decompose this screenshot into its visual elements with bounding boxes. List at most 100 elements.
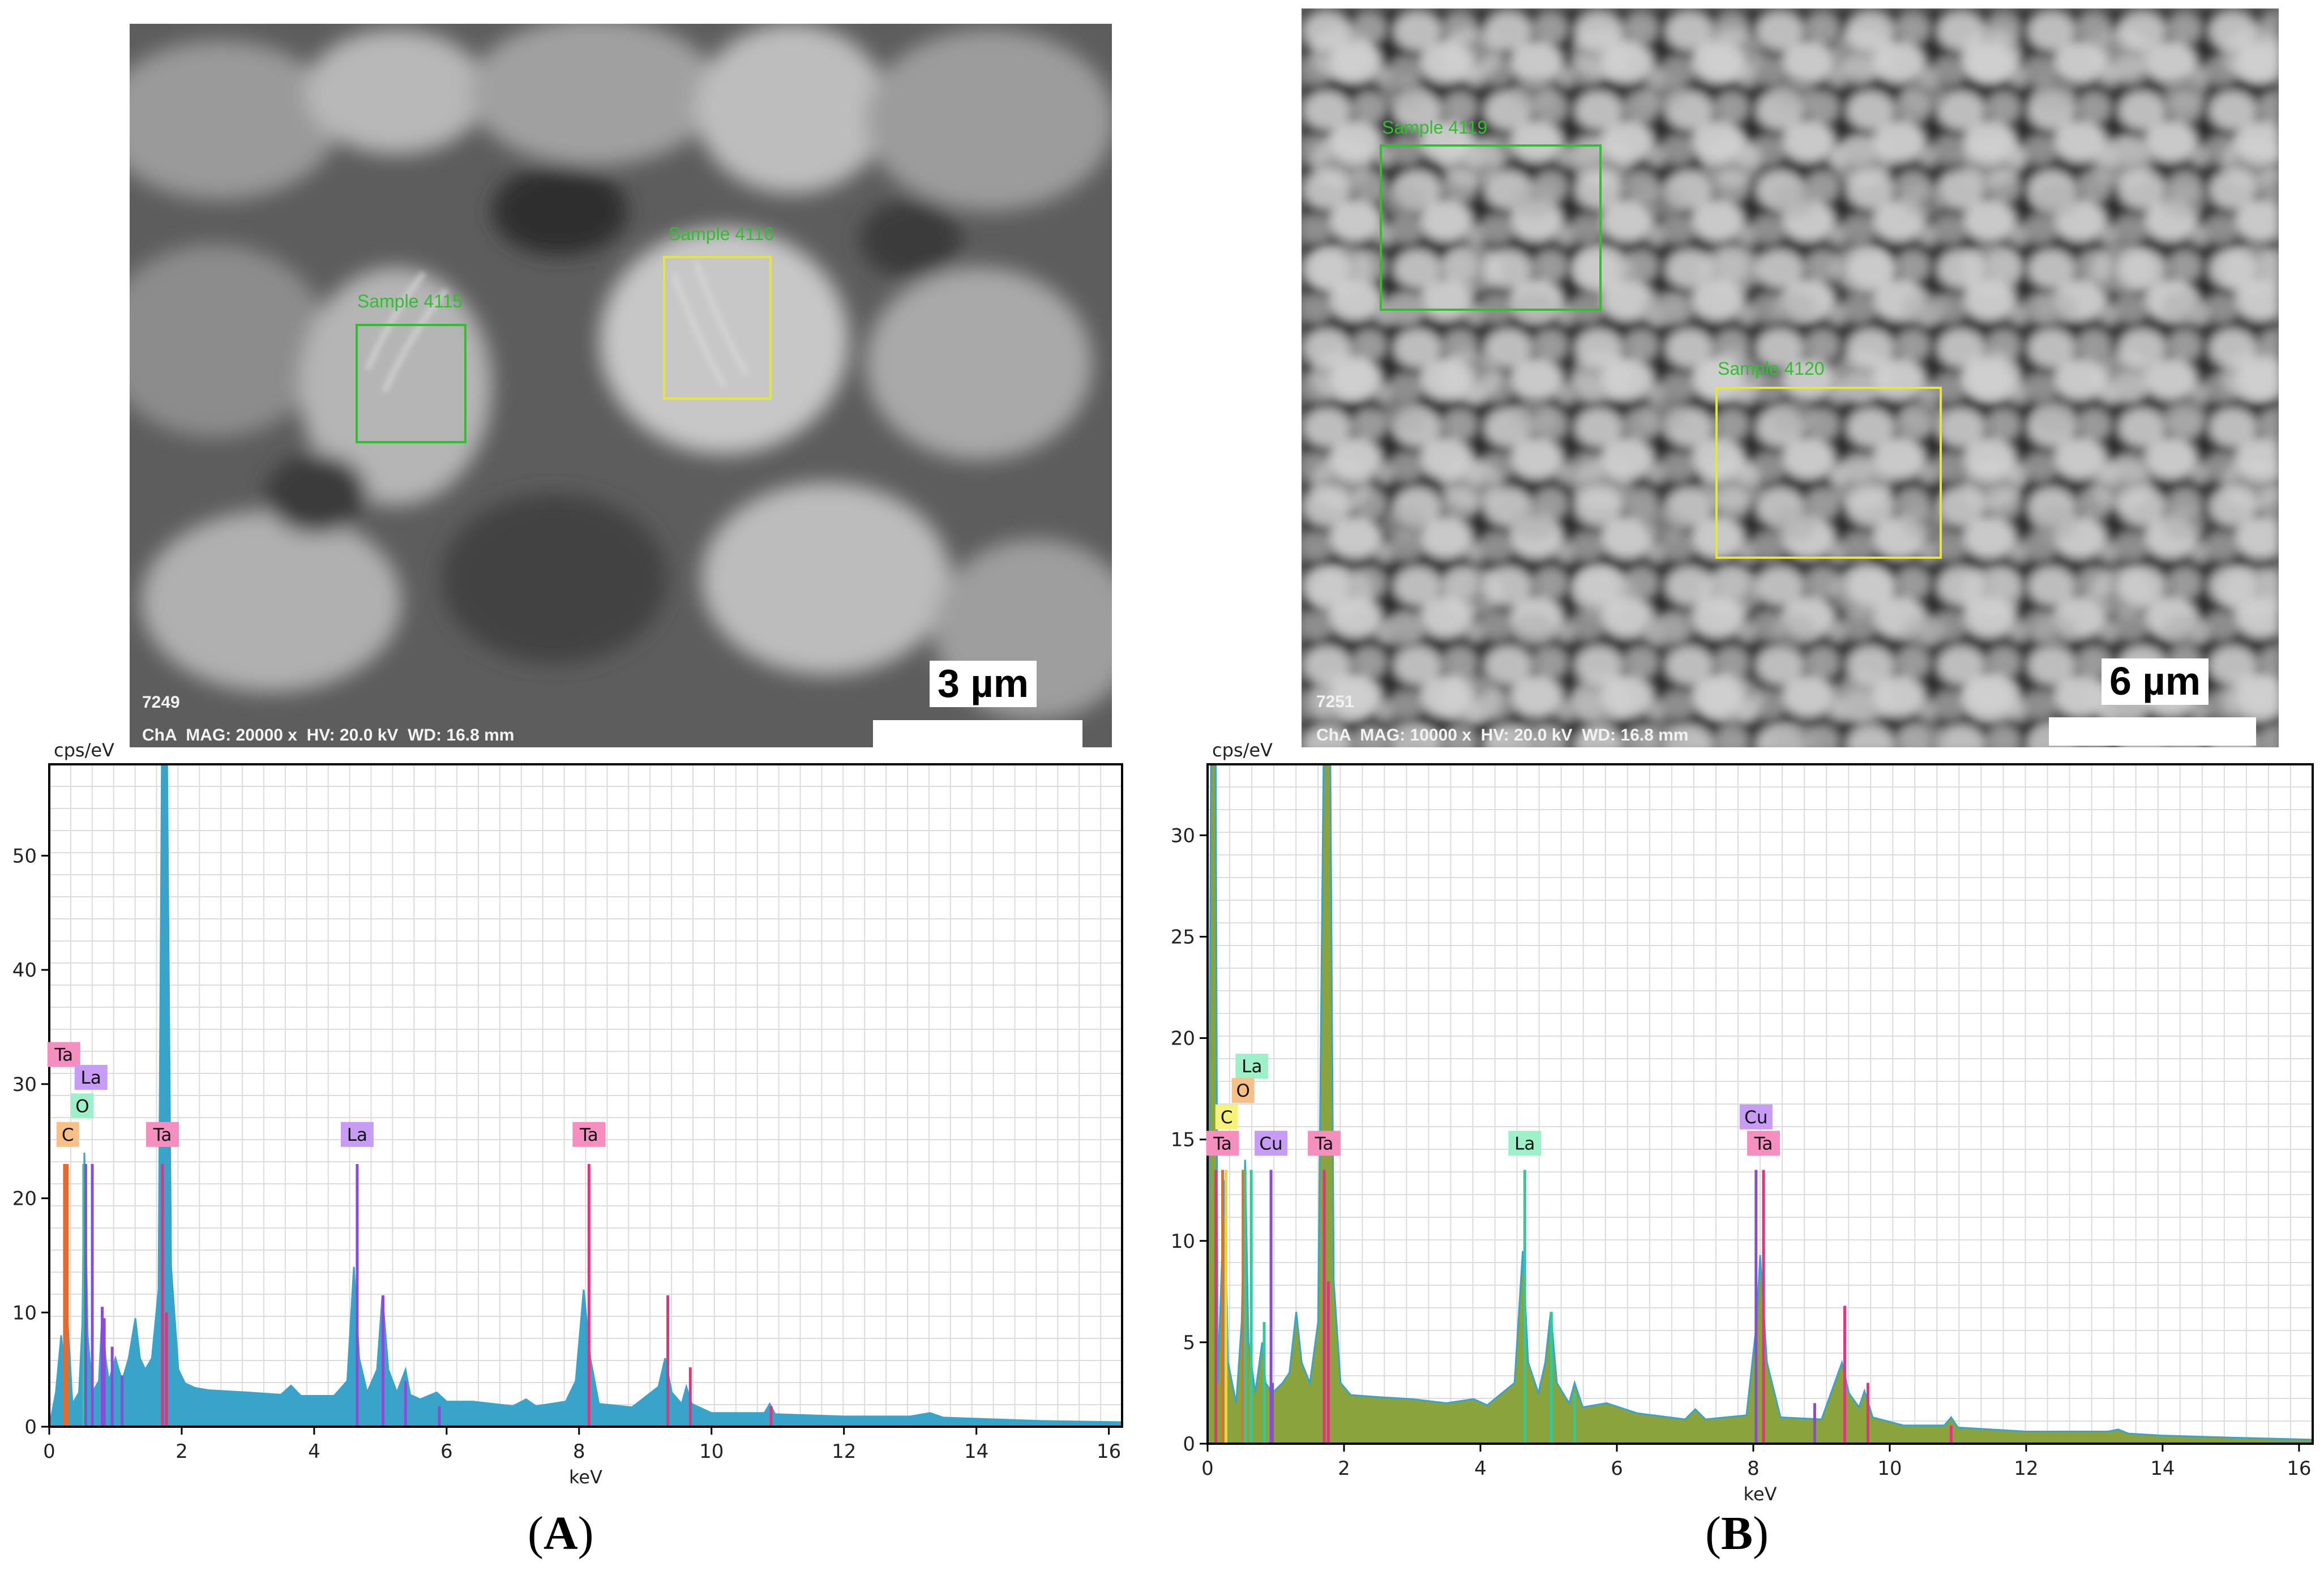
spectrum-b-x-tick-label: 12	[2014, 1457, 2038, 1480]
spectrum-b-element-tag-box	[1308, 1131, 1341, 1156]
spectrum-b-element-tag-label: La	[1242, 1056, 1262, 1077]
spectrum-a-element-tag: O	[71, 1093, 94, 1119]
spectrum-b-x-axis-label: keV	[1744, 1483, 1777, 1505]
sem-micrograph-b: Sample 4119 Sample 4120 7251 ChA MAG: 10…	[1302, 8, 2279, 753]
spectrum-b-element-tag-box	[1206, 1131, 1239, 1156]
spectrum-a-element-tag: C	[56, 1122, 79, 1147]
spectrum-b-element-tag-box	[1215, 1104, 1238, 1129]
spectrum-b-y-tick-label: 10	[1171, 1230, 1195, 1253]
spectrum-a-x-tick-label: 16	[1097, 1440, 1121, 1463]
spectrum-b-y-tick-label: 20	[1171, 1028, 1195, 1050]
sem-micrograph-a: Sample 4115 Sample 4116 7249 ChA MAG: 20…	[130, 24, 1112, 760]
spectrum-b-y-axis-label: cps/eV	[1212, 739, 1273, 761]
spectrum-a-element-tag-box	[572, 1122, 606, 1147]
spectrum-a-y-tick-label: 0	[24, 1416, 37, 1439]
spectrum-a-element-tag: Ta	[572, 1122, 606, 1147]
sem-texture-a	[130, 24, 1112, 760]
spectrum-a-element-tag: Ta	[146, 1122, 179, 1147]
spectrum-b-element-tag-label: Ta	[1754, 1133, 1773, 1154]
spectrum-a-element-tag-label: Ta	[54, 1045, 73, 1065]
spectrum-b-element-tag-label: Cu	[1744, 1107, 1767, 1128]
spectrum-a-element-tag-box	[340, 1122, 374, 1147]
spectrum-a-element-tag-label: Ta	[153, 1125, 172, 1145]
scale-bar-b	[2049, 717, 2256, 746]
spectrum-a-element-tag-label: C	[62, 1125, 74, 1145]
scale-bar-label-b: 6 µm	[2102, 658, 2209, 705]
spectrum-a-y-tick-label: 10	[12, 1302, 37, 1324]
spectrum-b-grid	[1208, 764, 2313, 1444]
spectrum-a-element-tag-label: Ta	[579, 1125, 598, 1145]
spectrum-a-plot-frame	[48, 763, 1123, 1428]
spectrum-b-element-tag-box	[1739, 1104, 1773, 1129]
spectrum-b-element-tag-label: O	[1236, 1081, 1249, 1101]
spectrum-b-element-tag-label: Ta	[1213, 1133, 1232, 1154]
roi-label-b2: Sample 4120	[1718, 358, 1825, 379]
spectrum-a-element-tag-label: La	[81, 1068, 101, 1088]
roi-box-b1[interactable]	[1380, 144, 1602, 311]
sem-info-a: ChA MAG: 20000 x HV: 20.0 kV WD: 16.8 mm	[142, 726, 515, 744]
spectrum-a-x-tick-label: 14	[964, 1440, 988, 1463]
roi-label-b1: Sample 4119	[1382, 117, 1488, 138]
panel-label-a: (A)	[528, 1507, 594, 1560]
spectrum-b-element-tag: La	[1235, 1054, 1269, 1079]
spectrum-a-x-tick-label: 10	[699, 1440, 724, 1463]
spectrum-a-y-tick-label: 20	[12, 1188, 37, 1210]
panel-label-b: (B)	[1705, 1507, 1769, 1560]
spectrum-b-y-tick-label: 0	[1183, 1433, 1195, 1456]
spectrum-a-element-tag-label: La	[347, 1125, 367, 1145]
spectrum-a-y-tick-label: 50	[12, 845, 37, 867]
eds-spectrum-b: 0 2 4 6 8 10 12 14 16 0 5 10 15 20 25 30 cps/eV keV La O C Ta…	[1149, 739, 2324, 1517]
eds-spectrum-a: 0 2 4 6 8 10 12 14 16 0 10 20 30 40 50 cps/eV keV Ta La O C T…	[0, 739, 1132, 1512]
spectrum-b-element-tag-box	[1235, 1054, 1269, 1079]
spectrum-a-y-axis-label: cps/eV	[54, 739, 114, 761]
roi-label-a2: Sample 4116	[669, 224, 774, 244]
spectrum-b-element-tag: Cu	[1255, 1131, 1288, 1156]
spectrum-b-x-tick-label: 0	[1201, 1457, 1214, 1480]
spectrum-a-x-tick-label: 4	[308, 1440, 320, 1463]
roi-box-a2[interactable]	[663, 256, 772, 400]
spectrum-b-element-tag-box	[1508, 1131, 1542, 1156]
spectrum-a-x-tick-label: 12	[832, 1440, 856, 1463]
spectrum-b-x-tick-label: 2	[1338, 1457, 1350, 1480]
spectrum-a-x-axis-label: keV	[569, 1466, 602, 1488]
spectrum-b-element-tag-box	[1747, 1131, 1781, 1156]
spectrum-b-x-tick-label: 10	[1877, 1457, 1902, 1480]
spectrum-a-x-tick-label: 0	[43, 1440, 55, 1463]
spectrum-a-element-tag-box	[56, 1122, 79, 1147]
spectrum-a-x-tick-label: 8	[573, 1440, 585, 1463]
roi-label-a1: Sample 4115	[357, 291, 463, 311]
spectrum-a-element-tag-box	[47, 1042, 80, 1067]
spectrum-b-x-tick-label: 16	[2287, 1457, 2311, 1480]
spectrum-b-element-tag: Ta	[1747, 1131, 1781, 1156]
spectrum-b-element-tag-label: Cu	[1259, 1133, 1282, 1154]
spectrum-b-element-tag: Ta	[1308, 1131, 1341, 1156]
spectrum-b-element-tag: O	[1231, 1078, 1255, 1103]
spectrum-a-x-tick-label: 2	[176, 1440, 188, 1463]
spectrum-b-element-tag: La	[1508, 1131, 1542, 1156]
spectrum-b-element-tag-box	[1255, 1131, 1288, 1156]
spectrum-b-element-tag-label: Ta	[1315, 1133, 1334, 1154]
roi-box-b2[interactable]	[1715, 387, 1942, 559]
spectrum-a-element-tag-box	[146, 1122, 179, 1147]
spectrum-b-x-tick-label: 6	[1611, 1457, 1623, 1480]
eds-spectrum-svg-b: 0 2 4 6 8 10 12 14 16 0 5 10 15 20 25 30 cps/eV keV La OC Ta…	[1171, 739, 2314, 1505]
spectrum-b-x-tick-label: 4	[1474, 1457, 1487, 1480]
spectrum-a-x-tick-label: 6	[440, 1440, 453, 1463]
spectrum-a-y-tick-label: 40	[12, 959, 37, 982]
spectrum-b-y-tick-label: 15	[1171, 1129, 1195, 1152]
roi-box-a1[interactable]	[356, 324, 466, 443]
spectrum-a-element-tag: Ta	[47, 1042, 80, 1067]
scale-bar-label-a: 3 µm	[930, 661, 1037, 707]
spectrum-a-element-tag: La	[74, 1064, 108, 1090]
spectrum-b-plot-frame	[1206, 763, 2314, 1445]
spectrum-b-element-tag: C	[1215, 1104, 1238, 1129]
spectrum-b-element-tag-box	[1231, 1078, 1255, 1103]
spectrum-b-y-tick-label: 30	[1171, 824, 1195, 847]
spectrum-b-element-tag: Ta	[1206, 1131, 1239, 1156]
sem-image-id-b: 7251	[1316, 692, 1354, 711]
spectrum-a-element-tag-box	[71, 1093, 94, 1119]
sem-texture-b	[1302, 8, 2279, 753]
sem-image-id-a: 7249	[142, 693, 180, 712]
spectrum-a-element-tag-box	[74, 1064, 108, 1090]
scale-bar-a	[873, 720, 1082, 748]
